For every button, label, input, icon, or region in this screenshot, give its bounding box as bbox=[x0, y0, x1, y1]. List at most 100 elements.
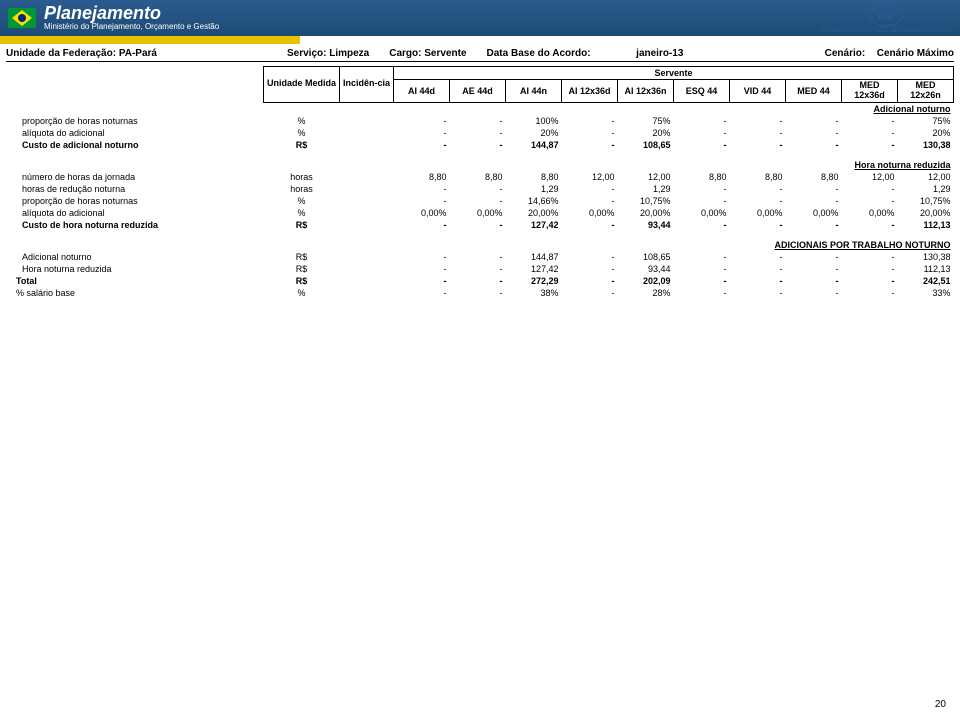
cell: - bbox=[674, 183, 730, 195]
row-unit: horas bbox=[263, 171, 339, 183]
row-incidence bbox=[339, 171, 393, 183]
table-row: % salário base%--38%-28%----33% bbox=[6, 287, 954, 299]
cell: - bbox=[674, 139, 730, 151]
row-unit: % bbox=[263, 195, 339, 207]
table-body: Adicional noturnoproporção de horas notu… bbox=[6, 102, 954, 299]
row-incidence bbox=[339, 195, 393, 207]
table-row: proporção de horas noturnas%--100%-75%--… bbox=[6, 115, 954, 127]
info-cargo: Cargo: Servente bbox=[389, 48, 466, 59]
cell: 108,65 bbox=[618, 251, 674, 263]
cell: 75% bbox=[618, 115, 674, 127]
table-row: TotalR$--272,29-202,09----242,51 bbox=[6, 275, 954, 287]
cell: - bbox=[730, 127, 786, 139]
cell: - bbox=[730, 139, 786, 151]
th-group-servente: Servente bbox=[394, 67, 954, 80]
cell: 12,00 bbox=[618, 171, 674, 183]
cell: 0,00% bbox=[786, 207, 842, 219]
cell: 28% bbox=[618, 287, 674, 299]
cell: - bbox=[450, 219, 506, 231]
table-row: alíquota do adicional%--20%-20%----20% bbox=[6, 127, 954, 139]
header-title: Planejamento bbox=[44, 4, 219, 22]
table-row: Adicional noturnoR$--144,87-108,65----13… bbox=[6, 251, 954, 263]
th-col: ESQ 44 bbox=[674, 80, 730, 103]
row-incidence bbox=[339, 251, 393, 263]
cell: - bbox=[786, 263, 842, 275]
cell: - bbox=[562, 127, 618, 139]
cell: - bbox=[450, 127, 506, 139]
cell: 112,13 bbox=[898, 263, 954, 275]
cell: 1,29 bbox=[898, 183, 954, 195]
cell: - bbox=[842, 115, 898, 127]
cell: 112,13 bbox=[898, 219, 954, 231]
cell: 20% bbox=[898, 127, 954, 139]
row-label: % salário base bbox=[6, 287, 263, 299]
info-cenario: Cenário: Cenário Máximo bbox=[825, 48, 954, 59]
row-label: Adicional noturno bbox=[6, 251, 263, 263]
cell: - bbox=[562, 139, 618, 151]
th-col: MED 44 bbox=[786, 80, 842, 103]
th-col: AI 44n bbox=[506, 80, 562, 103]
th-col: AE 44d bbox=[450, 80, 506, 103]
row-incidence bbox=[339, 287, 393, 299]
cell: - bbox=[674, 195, 730, 207]
cell: - bbox=[450, 263, 506, 275]
cell: - bbox=[842, 195, 898, 207]
row-label: horas de redução noturna bbox=[6, 183, 263, 195]
cell: 10,75% bbox=[898, 195, 954, 207]
cell: 144,87 bbox=[506, 251, 562, 263]
cell: - bbox=[786, 139, 842, 151]
cell: - bbox=[730, 115, 786, 127]
row-unit: % bbox=[263, 127, 339, 139]
table-row: Hora noturna reduzidaR$--127,42-93,44---… bbox=[6, 263, 954, 275]
cell: - bbox=[394, 263, 450, 275]
row-incidence bbox=[339, 219, 393, 231]
info-divider bbox=[6, 61, 954, 62]
row-label: Total bbox=[6, 275, 263, 287]
cell: - bbox=[730, 195, 786, 207]
yellow-strip bbox=[0, 36, 300, 44]
th-col: VID 44 bbox=[730, 80, 786, 103]
cell: - bbox=[674, 287, 730, 299]
row-unit: R$ bbox=[263, 251, 339, 263]
cell: - bbox=[842, 139, 898, 151]
row-incidence bbox=[339, 263, 393, 275]
cell: 12,00 bbox=[898, 171, 954, 183]
cell: 20,00% bbox=[898, 207, 954, 219]
cell: 75% bbox=[898, 115, 954, 127]
cell: 1,29 bbox=[506, 183, 562, 195]
cell: - bbox=[394, 127, 450, 139]
cell: - bbox=[786, 219, 842, 231]
row-label: Custo de hora noturna reduzida bbox=[6, 219, 263, 231]
cell: - bbox=[562, 195, 618, 207]
row-label: número de horas da jornada bbox=[6, 171, 263, 183]
cell: - bbox=[786, 183, 842, 195]
cell: - bbox=[562, 115, 618, 127]
cell: 130,38 bbox=[898, 139, 954, 151]
cell: - bbox=[786, 127, 842, 139]
brazil-flag-icon bbox=[8, 8, 36, 28]
cell: - bbox=[786, 195, 842, 207]
cell: 8,80 bbox=[450, 171, 506, 183]
cell: - bbox=[842, 287, 898, 299]
row-incidence bbox=[339, 183, 393, 195]
th-col: AI 12x36d bbox=[562, 80, 618, 103]
cell: - bbox=[394, 183, 450, 195]
svg-text:FIA: FIA bbox=[878, 12, 894, 23]
row-label: alíquota do adicional bbox=[6, 127, 263, 139]
section-title: Adicional noturno bbox=[6, 102, 954, 115]
cell: - bbox=[394, 219, 450, 231]
cell: 1,29 bbox=[618, 183, 674, 195]
cell: - bbox=[450, 275, 506, 287]
cell: - bbox=[450, 251, 506, 263]
info-uf: Unidade da Federação: PA-Pará bbox=[6, 48, 157, 59]
cell: 20,00% bbox=[506, 207, 562, 219]
cell: - bbox=[842, 183, 898, 195]
cell: - bbox=[562, 287, 618, 299]
th-incidencia: Incidên-cia bbox=[339, 67, 393, 103]
cell: 0,00% bbox=[842, 207, 898, 219]
cell: - bbox=[394, 275, 450, 287]
table-row: Custo de hora noturna reduzidaR$--127,42… bbox=[6, 219, 954, 231]
cell: 0,00% bbox=[730, 207, 786, 219]
cell: - bbox=[842, 251, 898, 263]
cell: 127,42 bbox=[506, 263, 562, 275]
